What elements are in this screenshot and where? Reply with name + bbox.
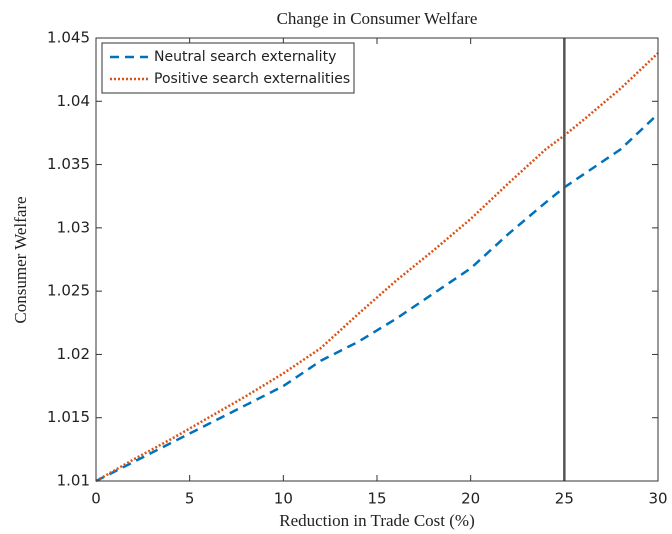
line-series: [95, 113, 659, 483]
y-tick-label: 1.035: [47, 155, 90, 173]
legend-label: Neutral search externality: [154, 49, 336, 65]
legend-label: Positive search externalities: [154, 71, 350, 87]
y-axis-label: Consumer Welfare: [11, 196, 30, 323]
y-tick-label: 1.03: [57, 218, 90, 236]
y-tick-label: 1.01: [57, 472, 90, 490]
y-tick-label: 1.02: [57, 345, 90, 363]
y-tick-label: 1.04: [57, 92, 90, 110]
x-tick-label: 10: [274, 490, 293, 508]
x-tick-label: 30: [648, 490, 667, 508]
chart-title: Change in Consumer Welfare: [277, 9, 478, 28]
y-tick-label: 1.015: [47, 408, 90, 426]
legend-box: [101, 42, 355, 94]
x-axis-label: Reduction in Trade Cost (%): [279, 511, 475, 530]
x-tick-label: 5: [185, 490, 195, 508]
axes-box: [95, 37, 659, 482]
y-tick-label: 1.045: [47, 29, 90, 47]
x-tick-label: 0: [91, 490, 101, 508]
x-tick-label: 15: [367, 490, 386, 508]
y-tick-label: 1.025: [47, 282, 90, 300]
x-tick-label: 20: [461, 490, 480, 508]
line-series: [95, 52, 659, 483]
x-tick-label: 25: [555, 490, 574, 508]
